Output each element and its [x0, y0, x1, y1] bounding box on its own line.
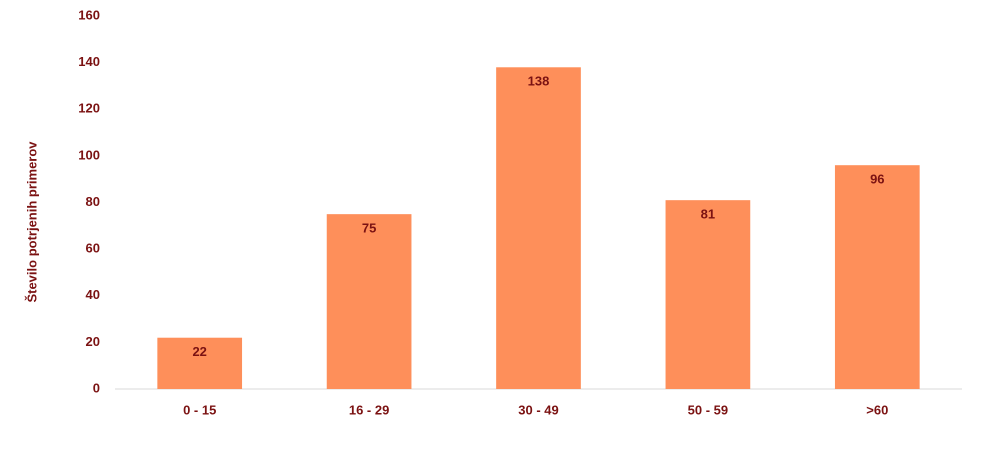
bar — [834, 165, 920, 389]
y-axis-title: Število potrjenih primerov — [24, 141, 39, 303]
x-tick-label: 50 - 59 — [688, 402, 728, 417]
y-tick-label: 100 — [78, 147, 100, 162]
y-tick-label: 160 — [78, 7, 100, 22]
data-label: 138 — [528, 74, 550, 89]
y-tick-label: 20 — [86, 334, 100, 349]
data-label: 81 — [701, 207, 715, 222]
y-tick-label: 60 — [86, 241, 100, 256]
y-tick-label: 140 — [78, 54, 100, 69]
x-tick-label: 0 - 15 — [183, 402, 216, 417]
y-tick-label: 40 — [86, 287, 100, 302]
y-tick-label: 0 — [93, 380, 100, 395]
data-label: 22 — [192, 344, 206, 359]
x-tick-label: 16 - 29 — [349, 402, 389, 417]
x-tick-label: >60 — [866, 402, 888, 417]
x-tick-label: 30 - 49 — [518, 402, 558, 417]
bar — [157, 337, 243, 389]
bar — [496, 67, 581, 389]
bar — [326, 214, 412, 389]
y-tick-label: 120 — [78, 101, 100, 116]
y-tick-label: 80 — [86, 194, 100, 209]
data-label: 96 — [870, 172, 884, 187]
data-label: 75 — [362, 221, 376, 236]
bar — [665, 200, 751, 389]
